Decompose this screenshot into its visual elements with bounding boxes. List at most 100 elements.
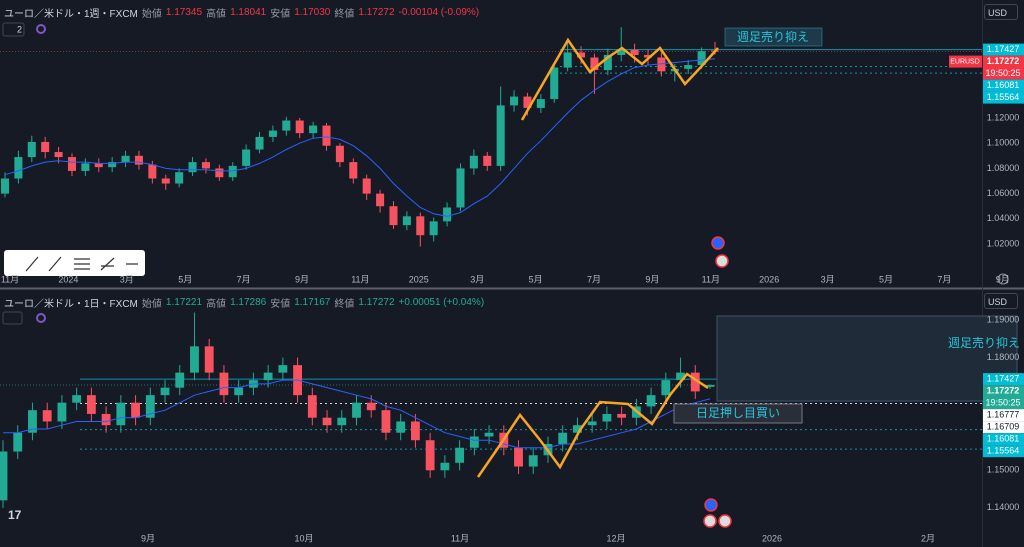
annotations: 週足売り抑え 週足売り抑え 日足押し目買い [476, 27, 1020, 478]
ohlc-key: 高値 [206, 299, 227, 310]
ohlc-value: 1.17345 [165, 7, 203, 18]
price-label: 1.15564 [987, 92, 1020, 102]
moving-average [3, 379, 711, 449]
zigzag-drawing [520, 37, 719, 121]
x-tick-label: 3月 [470, 274, 484, 284]
candle-body [602, 413, 612, 422]
price-label: 1.16081 [987, 80, 1020, 90]
candle-body [188, 162, 197, 173]
symbol-title: ユーロ／米ドル・1日・FXCM [4, 299, 138, 310]
candle-body [175, 372, 185, 388]
price-label-bg [983, 91, 1024, 104]
settings-icon[interactable] [997, 273, 1009, 285]
candle-body [263, 372, 273, 381]
x-tick-label: 2025 [409, 274, 429, 284]
candle-body [86, 395, 96, 414]
candle-body [335, 145, 344, 163]
x-tick-label: 9月 [645, 274, 659, 284]
candle-body [440, 462, 450, 471]
candle-body [255, 136, 264, 150]
candle-body [469, 436, 479, 448]
candle-body [322, 417, 332, 426]
candle-body [309, 125, 318, 134]
indicator-icon[interactable] [36, 24, 46, 34]
price-label: 1.16777 [987, 409, 1020, 419]
candle-body [161, 178, 170, 184]
candle-body [282, 120, 291, 131]
daily-plot [0, 312, 982, 508]
candle-body [148, 164, 157, 179]
ohlc-value: 1.17272 [358, 7, 395, 18]
last-price-label: 1.17272 [987, 385, 1020, 395]
annotation-box[interactable] [673, 403, 803, 424]
candle-body [337, 417, 347, 426]
candle-body [41, 141, 50, 153]
x-tick-label: 2024 [58, 274, 78, 284]
ohlc-value: 1.17286 [230, 297, 267, 308]
y-tick-label: 1.18000 [987, 352, 1020, 362]
candle-body [630, 49, 639, 55]
candle-body [657, 57, 666, 72]
candle-body [349, 162, 358, 179]
candle-body [389, 206, 398, 226]
candle-body [13, 432, 23, 452]
interval-button[interactable] [2, 22, 25, 37]
x-tick-label: 9月 [295, 274, 309, 284]
symbol-tag-bg [949, 55, 982, 68]
x-tick-label: 7月 [237, 274, 251, 284]
candle-body [352, 402, 361, 418]
x-tick-label: 12月 [606, 533, 625, 543]
x-tick-label: 3月 [821, 274, 835, 284]
x-tick-label: 11月 [451, 533, 469, 543]
indicator-icon[interactable] [36, 313, 46, 323]
countdown: 19:50:25 [985, 68, 1020, 78]
candle-body [116, 402, 126, 426]
x-tick-label: 11月 [351, 274, 369, 284]
y-tick-label: 1.04000 [987, 213, 1020, 223]
collapse-button[interactable] [2, 311, 23, 325]
currency-selector[interactable]: USD [984, 293, 1018, 309]
candle-body [295, 120, 304, 134]
change: +0.00051 (+0.04%) [398, 297, 485, 308]
candle-body [234, 387, 244, 396]
interval-button-label: 2 [17, 24, 22, 34]
weekly-plot [0, 27, 982, 247]
annotation-box[interactable] [724, 27, 823, 47]
candle-body [0, 451, 8, 501]
candle-body [690, 372, 700, 392]
candle-body [190, 346, 199, 373]
x-tick-label: 5月 [879, 274, 893, 284]
candle-body [684, 65, 693, 69]
candle-body [72, 395, 82, 403]
x-tick-label: 5月 [178, 274, 192, 284]
candle-body [67, 157, 76, 171]
candle-body [455, 447, 465, 463]
drawing-toolbar[interactable] [4, 250, 145, 276]
candle-body [381, 410, 391, 433]
annotation-box[interactable] [716, 315, 1018, 402]
last-price-label-bg [983, 55, 1024, 80]
x-tick-label: 11月 [702, 274, 720, 284]
price-label: 1.16709 [987, 421, 1020, 431]
y-tick-label: 1.08000 [987, 163, 1020, 173]
candle-body [590, 57, 599, 71]
candle-body [362, 178, 371, 194]
candle-body [402, 216, 411, 226]
price-label: 1.16081 [987, 433, 1020, 443]
candle-body [101, 413, 111, 426]
ohlc-key: 終値 [334, 9, 355, 20]
symbol-header: ユーロ／米ドル・1日・FXCM 始値 1.17221 高値 1.17286 安値 1.171… [4, 295, 484, 310]
currency-selector[interactable]: USD [984, 4, 1018, 20]
candle-body [160, 387, 170, 396]
price-label-bg [983, 421, 1024, 434]
x-tick-label: 3月 [120, 274, 134, 284]
candle-body [201, 162, 210, 169]
candle-body [528, 455, 538, 467]
candle-body [416, 216, 425, 236]
x-tick-label: 10月 [294, 533, 313, 543]
candle-body [307, 395, 317, 418]
y-tick-label: 1.14000 [987, 502, 1020, 512]
price-label-bg [983, 409, 1024, 422]
candle-body [215, 168, 224, 178]
candle-body [573, 425, 582, 433]
